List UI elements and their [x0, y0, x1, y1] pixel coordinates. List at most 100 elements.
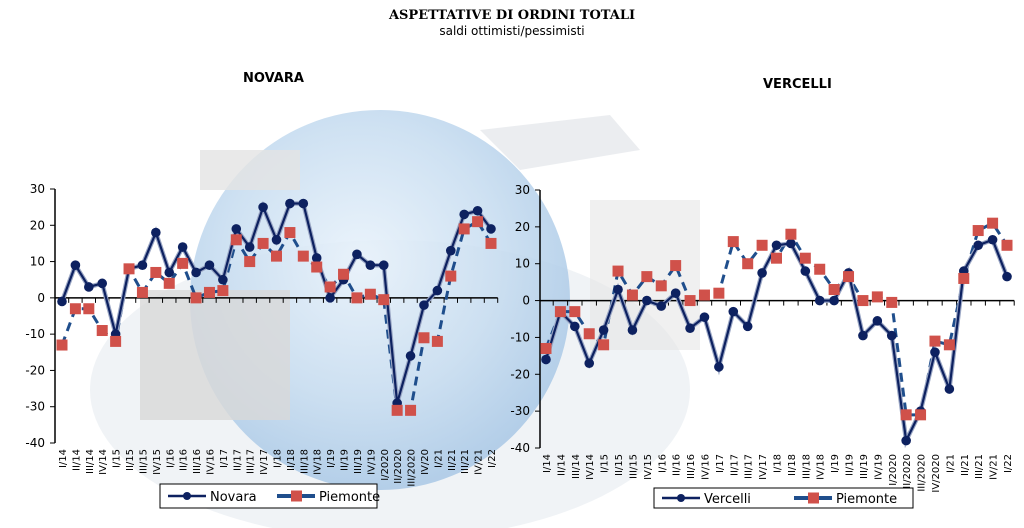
x-tick-label: III/15: [628, 454, 639, 479]
point-piemonte: [626, 289, 638, 301]
point-piemonte: [136, 286, 148, 298]
point-novara: [298, 198, 309, 209]
point-piemonte: [641, 271, 653, 283]
x-tick-label: III/2020: [407, 449, 418, 487]
point-piemonte: [900, 409, 912, 421]
x-tick-label: III/16: [686, 454, 697, 479]
x-tick-label: III/17: [246, 449, 257, 474]
legend-label-piemonte: Piemonte: [319, 490, 380, 505]
point-vercelli: [598, 325, 609, 335]
point-piemonte: [814, 263, 826, 275]
x-tick-label: III/14: [85, 449, 96, 474]
legend-marker-piemonte: [291, 490, 302, 502]
point-piemonte: [445, 270, 457, 282]
x-tick-label: III/19: [353, 449, 364, 474]
point-piemonte: [123, 263, 135, 275]
point-vercelli: [699, 312, 710, 322]
point-piemonte: [655, 280, 667, 292]
point-novara: [365, 260, 376, 271]
point-novara: [445, 245, 456, 256]
point-piemonte: [418, 332, 430, 344]
point-piemonte: [83, 303, 95, 315]
point-vercelli: [944, 384, 955, 394]
legend-label-local: Novara: [210, 490, 257, 505]
point-novara: [191, 267, 201, 278]
x-tick-label: II/18: [787, 454, 798, 476]
x-tick-label: II/16: [179, 449, 190, 471]
point-piemonte: [540, 342, 552, 354]
x-tick-label: IV/21: [989, 454, 1000, 480]
x-tick-label: IV/17: [758, 454, 769, 480]
point-novara: [244, 242, 255, 252]
point-piemonte: [871, 291, 883, 303]
point-piemonte: [257, 237, 269, 249]
x-tick-label: II/19: [340, 449, 351, 471]
point-piemonte: [886, 296, 898, 308]
y-tick-label: -40: [510, 441, 530, 455]
point-piemonte: [391, 404, 403, 416]
x-tick-label: III/17: [744, 454, 755, 479]
point-piemonte: [150, 266, 162, 278]
point-novara: [258, 202, 268, 212]
point-vercelli: [829, 295, 839, 306]
point-vercelli: [872, 316, 883, 326]
point-piemonte: [943, 339, 955, 351]
series-line-piemonte: [544, 221, 1009, 417]
point-novara: [419, 300, 429, 310]
point-novara: [164, 267, 175, 278]
point-piemonte: [698, 289, 710, 301]
x-tick-label: III/15: [138, 449, 149, 474]
x-tick-label: II/14: [71, 449, 82, 471]
x-tick-label: II/17: [729, 454, 740, 476]
x-tick-label: II/2020: [393, 449, 404, 484]
x-tick-label: IV/14: [585, 454, 596, 480]
point-vercelli: [800, 266, 811, 276]
y-tick-label: 0: [522, 294, 530, 308]
series-line-piemonte: [60, 219, 493, 412]
x-tick-label: III/14: [571, 454, 582, 479]
point-novara: [271, 235, 282, 245]
point-vercelli: [541, 354, 551, 365]
x-tick-label: I/17: [715, 454, 726, 473]
point-piemonte: [569, 306, 581, 318]
point-piemonte: [612, 265, 624, 277]
point-piemonte: [958, 272, 970, 284]
point-novara: [231, 224, 242, 234]
point-vercelli: [814, 295, 825, 306]
y-tick-label: -20: [510, 367, 530, 381]
point-piemonte: [458, 223, 470, 235]
legend-marker-piemonte: [808, 492, 819, 504]
point-piemonte: [799, 252, 811, 264]
point-piemonte: [324, 281, 336, 293]
point-novara: [325, 293, 335, 303]
point-novara: [57, 296, 67, 307]
legend: Novara Piemonte: [159, 483, 380, 509]
y-tick-label: 30: [515, 183, 530, 197]
point-vercelli: [786, 238, 796, 249]
legend-label-local: Vercelli: [704, 492, 751, 507]
x-tick-label: I/2020: [888, 454, 899, 486]
point-piemonte: [190, 292, 202, 304]
y-tick-label: 20: [515, 220, 530, 234]
x-tick-label: IV/19: [366, 449, 377, 475]
chart-title-vercelli: VERCELLI: [763, 77, 832, 92]
x-tick-label: I/14: [542, 454, 553, 473]
point-piemonte: [828, 284, 840, 296]
point-vercelli: [901, 435, 911, 446]
point-vercelli: [642, 295, 652, 306]
x-tick-label: II/15: [614, 454, 625, 476]
point-piemonte: [110, 335, 122, 347]
point-piemonte: [771, 252, 782, 264]
point-vercelli: [584, 358, 595, 369]
x-tick-label: I/21: [945, 454, 956, 473]
point-piemonte: [311, 261, 323, 273]
x-tick-label: IV/17: [259, 449, 270, 475]
point-vercelli: [714, 362, 724, 372]
point-vercelli: [930, 347, 940, 357]
point-vercelli: [1002, 271, 1012, 282]
page-subtitle: saldi ottimisti/pessimisti: [439, 24, 585, 38]
point-piemonte: [857, 295, 869, 307]
chart-1: 30 20 10 0 -10 -20 -30 -40 I/14 II/14 III/14 IV/14 I…: [510, 183, 1015, 509]
point-piemonte: [297, 250, 309, 262]
